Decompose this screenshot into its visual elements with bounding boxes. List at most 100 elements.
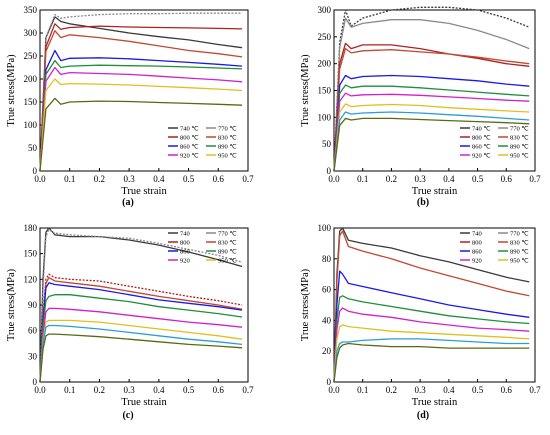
y-tick-label: 0: [327, 166, 332, 176]
y-axis-label: True stress(MPa): [300, 268, 311, 341]
series-line-3: [39, 23, 243, 172]
x-tick-label: 0.4: [443, 385, 455, 395]
chart-panel-3: 0.0 0.1 0.2 0.3 0.4 0.5 0.6 0.7 0 30 60 90 120 150 180…: [6, 223, 254, 421]
y-tick-label: 0: [33, 377, 38, 387]
legend-entry: 740: [180, 231, 190, 238]
y-tick-label: 40: [322, 315, 332, 325]
x-tick-label: 0.1: [357, 174, 368, 184]
x-tick-label: 0.5: [183, 174, 195, 184]
y-axis-label: True stress(MPa): [300, 54, 311, 127]
series-line-7: [333, 338, 530, 383]
series-line-4: [39, 30, 243, 172]
x-axis-label: True strain: [412, 397, 458, 408]
y-tick-label: 250: [24, 51, 38, 61]
x-tick-label: 0.7: [529, 174, 541, 184]
legend-entry: 770 ℃: [510, 231, 529, 238]
x-tick-label: 0.4: [153, 174, 165, 184]
y-tick-label: 60: [28, 326, 38, 336]
series-line-9: [39, 97, 243, 172]
legend-entry: 740 ℃: [472, 126, 491, 133]
y-tick-label: 80: [322, 254, 332, 264]
series-line-3: [39, 273, 243, 383]
y-axis-label: True stress(MPa): [6, 268, 17, 341]
legend-entry: 860 ℃: [472, 144, 491, 151]
chart-panel-2: 0.0 0.1 0.2 0.3 0.4 0.5 0.6 0.7 0 50 100 150 200 250 3…: [300, 5, 541, 208]
y-tick-label: 20: [322, 346, 332, 356]
panel-caption: (b): [417, 197, 429, 208]
series-line-9: [333, 111, 530, 172]
legend-entry: 950 ℃: [218, 258, 237, 265]
panel-caption: (a): [122, 197, 134, 208]
legend-entry: 770 ℃: [510, 126, 529, 133]
panel-caption: (d): [417, 410, 429, 421]
legend-entry: 770 ℃: [218, 231, 237, 238]
y-tick-label: 90: [28, 300, 38, 310]
legend-entry: 890 ℃: [218, 249, 237, 256]
legend-entry: 950 ℃: [510, 153, 529, 160]
x-tick-label: 0.5: [472, 385, 484, 395]
legend-entry: 920: [472, 258, 482, 265]
legend-entry: 800 ℃: [472, 135, 491, 142]
legend-entry: 830 ℃: [218, 240, 237, 247]
plot-frame: [333, 227, 536, 383]
series-line-2: [39, 12, 243, 172]
x-tick-label: 0.7: [242, 385, 254, 395]
series-line-6: [39, 294, 243, 383]
legend-entry: 830 ℃: [510, 240, 529, 247]
legend-entry: 890 ℃: [218, 144, 237, 151]
x-tick-label: 0.1: [64, 174, 75, 184]
plot-frame: [39, 9, 249, 172]
series-line-2: [39, 229, 243, 383]
y-tick-label: 0: [327, 377, 332, 387]
x-tick-label: 0.0: [34, 385, 46, 395]
x-tick-label: 0.5: [183, 385, 195, 395]
y-tick-label: 100: [318, 223, 332, 233]
series-line-4: [39, 276, 243, 383]
x-tick-label: 0.2: [386, 385, 397, 395]
y-tick-label: 200: [24, 74, 38, 84]
legend-entry: 800: [180, 240, 190, 247]
x-tick-label: 0.3: [124, 385, 136, 395]
series-line-9: [39, 324, 243, 383]
legend-entry: 740: [472, 231, 482, 238]
series-line-7: [39, 307, 243, 383]
y-tick-label: 0: [33, 166, 38, 176]
legend-entry: 800 ℃: [180, 135, 199, 142]
series-line-6: [39, 59, 243, 172]
series-line-5: [39, 49, 243, 172]
y-tick-label: 200: [318, 59, 332, 69]
legend-entry: 920: [180, 258, 190, 265]
legend-entry: 830 ℃: [510, 135, 529, 142]
legend-entry: 860: [472, 249, 482, 256]
y-tick-label: 150: [318, 86, 332, 96]
y-tick-label: 60: [322, 285, 332, 295]
series-line-2: [333, 230, 530, 383]
x-tick-label: 0.1: [64, 385, 75, 395]
series-line-7: [39, 66, 243, 172]
chart-panel-4: 0.0 0.1 0.2 0.3 0.4 0.5 0.6 0.7 0 20 40 60 80 100 True…: [300, 223, 541, 421]
x-axis-label: True strain: [121, 397, 167, 408]
x-axis-label: True strain: [121, 186, 167, 197]
legend-entry: 740 ℃: [180, 126, 199, 133]
legend-entry: 860 ℃: [180, 144, 199, 151]
legend-entry: 860: [180, 249, 190, 256]
y-tick-label: 50: [28, 143, 38, 153]
x-tick-label: 0.0: [328, 385, 340, 395]
series-line-4: [333, 295, 530, 383]
legend-entry: 920 ℃: [180, 153, 199, 160]
x-tick-label: 0.0: [34, 174, 46, 184]
x-tick-label: 0.2: [94, 385, 105, 395]
y-tick-label: 350: [24, 5, 38, 15]
series-line-10: [333, 117, 530, 172]
plot-frame: [333, 9, 536, 172]
series-line-7: [333, 92, 530, 172]
x-tick-label: 0.7: [242, 174, 254, 184]
x-tick-label: 0.4: [443, 174, 455, 184]
legend-entry: 890 ℃: [510, 144, 529, 151]
series-line-8: [333, 103, 530, 172]
y-tick-label: 100: [318, 112, 332, 122]
panel-caption: (c): [122, 410, 133, 421]
series-line-8: [39, 319, 243, 383]
series-line-8: [333, 342, 530, 383]
